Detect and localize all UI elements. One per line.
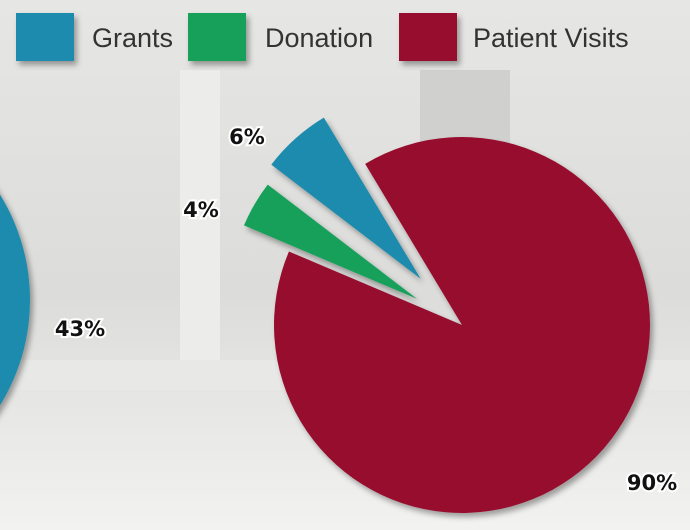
legend-swatch <box>16 13 74 61</box>
value-label: 43% <box>55 317 105 341</box>
chart: 43% 6% 4% 90% Grants Donation Patient Visits <box>0 0 690 530</box>
legend-label: Donation <box>265 23 373 53</box>
legend-swatch <box>399 13 457 61</box>
legend-label: Grants <box>92 23 173 53</box>
legend-label: Patient Visits <box>473 23 629 53</box>
value-label: 4% <box>183 198 219 222</box>
legend-swatch <box>188 13 246 61</box>
value-label: 6% <box>229 125 265 149</box>
value-label: 90% <box>627 471 677 495</box>
